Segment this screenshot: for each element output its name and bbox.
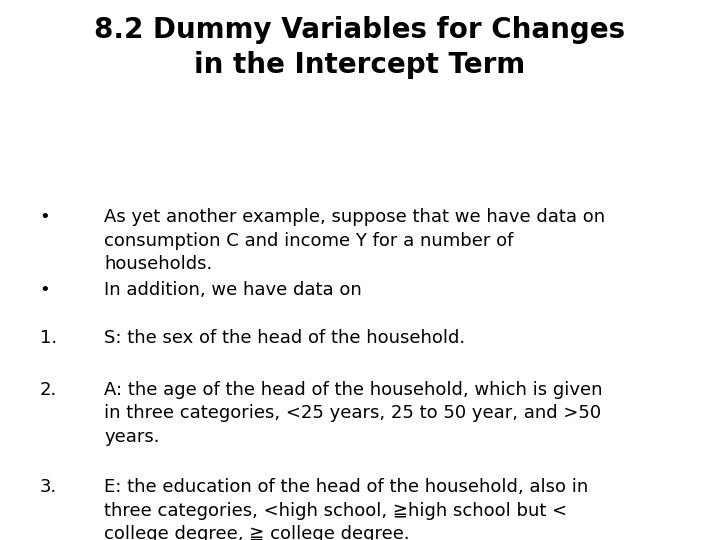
- Text: •: •: [40, 281, 50, 299]
- Text: S: the sex of the head of the household.: S: the sex of the head of the household.: [104, 329, 466, 347]
- Text: 2.: 2.: [40, 381, 57, 399]
- Text: 8.2 Dummy Variables for Changes
in the Intercept Term: 8.2 Dummy Variables for Changes in the I…: [94, 16, 626, 79]
- Text: •: •: [40, 208, 50, 226]
- Text: In addition, we have data on: In addition, we have data on: [104, 281, 362, 299]
- Text: 3.: 3.: [40, 478, 57, 496]
- Text: E: the education of the head of the household, also in
three categories, <high s: E: the education of the head of the hous…: [104, 478, 589, 540]
- Text: 1.: 1.: [40, 329, 57, 347]
- Text: As yet another example, suppose that we have data on
consumption C and income Y : As yet another example, suppose that we …: [104, 208, 606, 273]
- Text: A: the age of the head of the household, which is given
in three categories, <25: A: the age of the head of the household,…: [104, 381, 603, 446]
